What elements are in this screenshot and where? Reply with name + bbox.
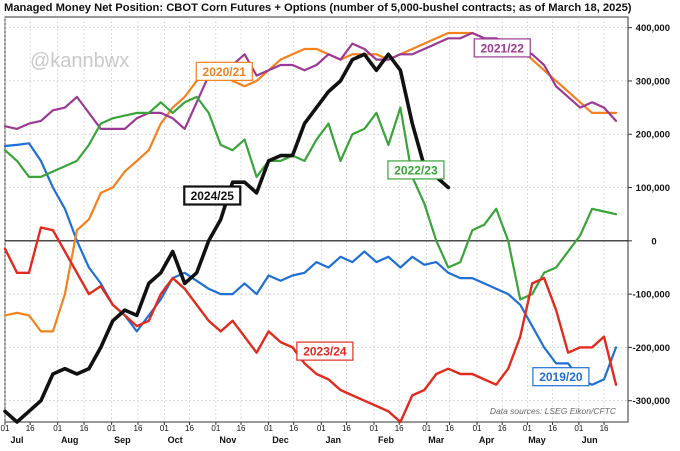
x-day-label-20: 01: [523, 424, 532, 433]
y-tick-label-2: 200,000: [636, 130, 670, 141]
y-tick-label-3: 100,000: [636, 183, 670, 194]
y-tick-label-4: 0: [651, 236, 656, 247]
x-month-label-7: Feb: [378, 435, 395, 445]
series-line-2022-23: [3, 95, 618, 301]
x-day-label-9: 16: [237, 424, 246, 433]
x-month-label-4: Nov: [219, 435, 236, 445]
x-month-label-2: Sep: [114, 435, 131, 445]
x-day-label-7: 16: [185, 424, 194, 433]
x-month-label-8: Mar: [428, 435, 445, 445]
x-month-label-0: Jul: [10, 435, 23, 445]
x-day-label-21: 16: [548, 424, 557, 433]
x-day-label-18: 01: [473, 424, 482, 433]
series-label-2024-25: 2024/25: [191, 189, 235, 203]
x-month-label-10: May: [528, 435, 546, 445]
x-month-label-11: Jun: [582, 435, 598, 445]
y-tick-label-7: -300,000: [632, 396, 670, 407]
source-note: Data sources: LSEG Eikon/CFTC: [490, 406, 617, 416]
x-day-label-10: 01: [264, 424, 273, 433]
x-day-label-16: 01: [422, 424, 431, 433]
series-label-2020-21: 2020/21: [203, 65, 247, 79]
x-month-label-5: Dec: [272, 435, 289, 445]
x-day-label-13: 16: [342, 424, 351, 433]
x-day-label-4: 01: [107, 424, 116, 433]
series-label-box-2021-22: [473, 38, 531, 58]
series-label-box-2020-21: [195, 61, 253, 81]
x-month-label-9: Apr: [479, 435, 495, 445]
plot-area: [4, 16, 629, 423]
y-tick-label-1: 300,000: [636, 76, 670, 87]
x-day-label-11: 16: [289, 424, 298, 433]
x-day-label-1: 16: [26, 424, 35, 433]
chart-title: Managed Money Net Position: CBOT Corn Fu…: [4, 2, 632, 14]
y-tick-label-0: 400,000: [636, 23, 670, 34]
x-day-label-22: 01: [574, 424, 583, 433]
x-day-label-2: 01: [53, 424, 62, 433]
x-day-label-5: 16: [134, 424, 143, 433]
series-label-box-2019-20: [532, 367, 590, 387]
series-label-box-2022-23: [387, 160, 445, 180]
x-day-label-6: 01: [160, 424, 169, 433]
series-label-box-2024-25: [183, 185, 242, 206]
series-label-2021-22: 2021/22: [481, 41, 525, 55]
x-day-label-19: 16: [498, 424, 507, 433]
x-day-label-0: 01: [1, 424, 10, 433]
plot-frame: [4, 16, 629, 423]
axes: 400,000 300,000 200,000 100,000 0 -100,000 -20…: [1, 23, 670, 445]
x-day-label-14: 01: [370, 424, 379, 433]
series-label-2023-24: 2023/24: [303, 345, 347, 359]
x-day-label-3: 16: [80, 424, 89, 433]
y-tick-label-6: -200,000: [632, 343, 670, 354]
series-line-2023-24: [3, 226, 618, 424]
x-day-label-8: 01: [211, 424, 220, 433]
series-label-2019-20: 2019/20: [539, 370, 583, 384]
watermark: @kannbwx: [30, 50, 129, 72]
series-label-box-2023-24: [296, 341, 354, 361]
x-month-label-3: Oct: [168, 435, 183, 445]
x-day-label-23: 16: [600, 424, 609, 433]
x-day-label-17: 16: [445, 424, 454, 433]
series-labels: 2019/20 2020/21 2021/22 2022/23 2023/24 2024/…: [183, 38, 590, 387]
y-tick-label-5: -100,000: [632, 290, 670, 301]
series-label-2022-23: 2022/23: [394, 163, 438, 177]
x-day-label-15: 16: [395, 424, 404, 433]
gridlines: [4, 17, 628, 422]
x-month-label-1: Aug: [61, 435, 79, 445]
x-month-label-6: Jan: [326, 435, 342, 445]
x-day-label-12: 01: [317, 424, 326, 433]
